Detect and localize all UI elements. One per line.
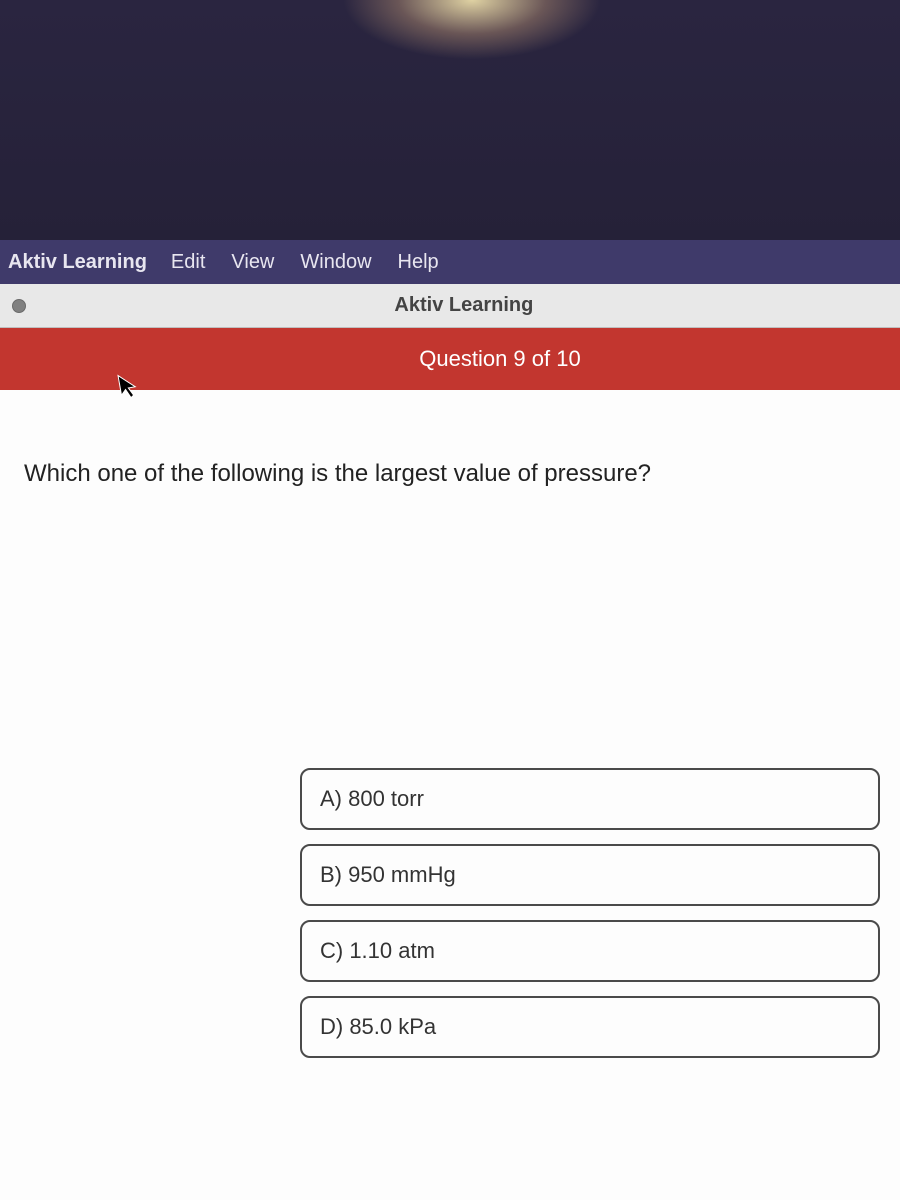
option-b-button[interactable]: B) 950 mmHg	[300, 844, 880, 906]
screen-glare	[342, 0, 602, 60]
app-name[interactable]: Aktiv Learning	[8, 251, 147, 274]
question-content-area: Which one of the following is the larges…	[0, 390, 900, 1200]
top-dark-area	[0, 0, 900, 240]
menu-help[interactable]: Help	[398, 251, 439, 274]
menu-edit[interactable]: Edit	[171, 251, 205, 274]
question-progress-text: Question 9 of 10	[419, 346, 580, 372]
traffic-light-icon[interactable]	[12, 299, 26, 313]
option-a-button[interactable]: A) 800 torr	[300, 768, 880, 830]
menu-view[interactable]: View	[231, 251, 274, 274]
answer-options: A) 800 torr B) 950 mmHg C) 1.10 atm D) 8…	[300, 768, 880, 1058]
question-text: Which one of the following is the larges…	[20, 460, 880, 488]
window-titlebar: Aktiv Learning	[0, 284, 900, 328]
macos-menubar: Aktiv Learning Edit View Window Help	[0, 240, 900, 284]
option-c-button[interactable]: C) 1.10 atm	[300, 920, 880, 982]
window-title: Aktiv Learning	[394, 294, 533, 317]
option-d-button[interactable]: D) 85.0 kPa	[300, 996, 880, 1058]
menu-window[interactable]: Window	[300, 251, 371, 274]
